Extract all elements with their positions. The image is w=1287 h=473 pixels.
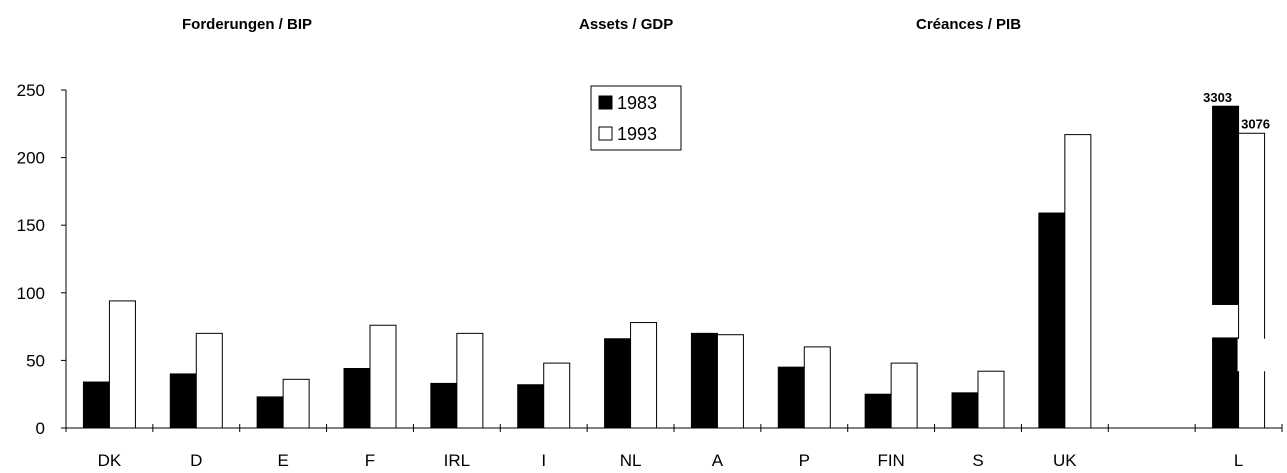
data-label-1993: 3076 [1241, 116, 1270, 131]
x-tick-label: I [541, 451, 546, 470]
bar-1983-P [777, 366, 805, 429]
legend-label-1993: 1993 [617, 124, 657, 144]
bar-1983-E [256, 396, 284, 429]
bar-1983-NL [604, 338, 632, 429]
legend-swatch-1993 [598, 126, 613, 141]
y-tick-label: 200 [17, 149, 45, 168]
x-tick-label: F [365, 451, 375, 470]
bar-1993-A [716, 334, 744, 429]
x-tick-label: S [972, 451, 983, 470]
bar-1983-A [690, 332, 718, 429]
x-tick-label: FIN [877, 451, 904, 470]
y-tick-label: 250 [17, 81, 45, 100]
bar-1983-UK [1038, 212, 1066, 429]
y-tick-label: 150 [17, 216, 45, 235]
legend-label-1983: 1983 [617, 93, 657, 113]
bar-1993-S [977, 370, 1005, 429]
x-tick-label: UK [1053, 451, 1077, 470]
bar-1993-F [369, 324, 397, 429]
x-tick-label: IRL [444, 451, 470, 470]
y-tick-label: 50 [26, 351, 45, 370]
bar-1983-I [517, 384, 545, 429]
x-tick-label: NL [620, 451, 642, 470]
bar-1993-IRL [456, 332, 484, 429]
data-label-1983: 3303 [1203, 90, 1232, 105]
chart-title-fr: Créances / PIB [916, 16, 1022, 33]
bar-1983-IRL [430, 382, 458, 429]
bar-1993-P [803, 346, 831, 429]
x-tick-label: P [799, 451, 810, 470]
bar-1983-DK [82, 381, 110, 429]
axis-break [1211, 304, 1240, 338]
bar-1983-FIN [864, 393, 892, 429]
x-tick-label: E [277, 451, 288, 470]
axis-break [1237, 338, 1266, 372]
bar-1993-D [195, 332, 223, 429]
bar-1983-L [1212, 105, 1240, 429]
x-tick-label: A [712, 451, 724, 470]
bar-1993-L [1238, 132, 1266, 429]
bar-1993-E [282, 378, 310, 429]
bar-1993-UK [1064, 134, 1092, 429]
chart-title-en: Assets / GDP [579, 16, 674, 33]
y-tick-label: 0 [36, 419, 45, 438]
x-tick-label: L [1234, 451, 1243, 470]
y-tick-label: 100 [17, 284, 45, 303]
bar-1993-FIN [890, 362, 918, 429]
bar-1983-S [951, 392, 979, 429]
legend-swatch-1983 [598, 95, 613, 110]
bar-1993-NL [630, 322, 658, 429]
x-tick-label: DK [98, 451, 122, 470]
chart-title-de: Forderungen / BIP [182, 16, 313, 33]
bar-1983-F [343, 368, 371, 429]
bar-1993-I [543, 362, 571, 429]
bar-1993-DK [108, 300, 136, 429]
x-tick-label: D [190, 451, 202, 470]
bar-1983-D [169, 373, 197, 429]
